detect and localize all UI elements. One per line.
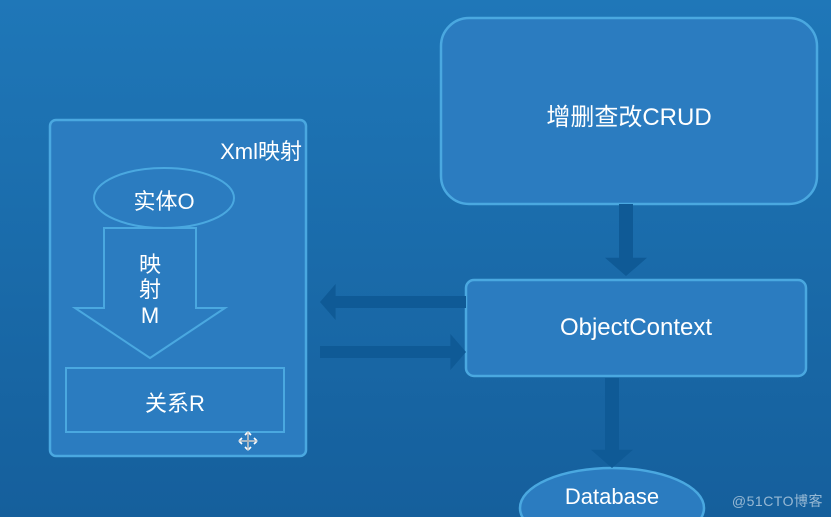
xml-mapping-label: Xml映射 [206, 134, 302, 166]
diagram-canvas: Xml映射 实体O 关系R 映 射 M 增删查改CRUD ObjectConte… [0, 0, 831, 517]
entity-o-label: 实体O [114, 184, 214, 216]
database-label: Database [520, 484, 704, 510]
crud-label: 增删查改CRUD [441, 97, 817, 132]
relation-r-label: 关系R [66, 386, 284, 418]
objectcontext-label: ObjectContext [466, 314, 806, 342]
mapping-m-label: 映 射 M [104, 252, 196, 328]
watermark-text: @51CTO博客 [732, 491, 823, 511]
